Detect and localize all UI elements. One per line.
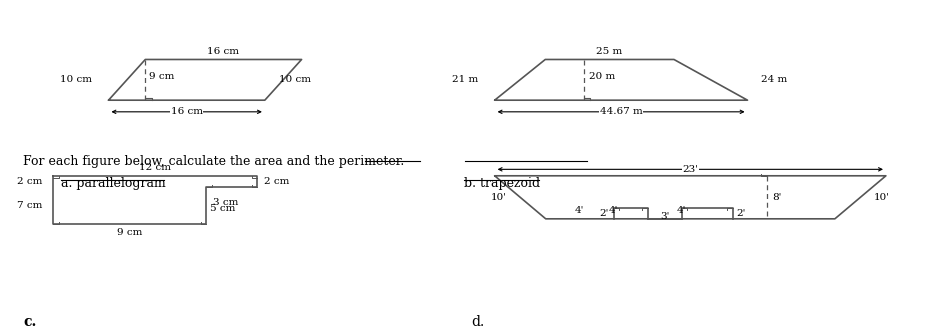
Text: 4': 4' — [609, 206, 619, 215]
Text: 10 cm: 10 cm — [278, 75, 311, 84]
Text: 23': 23' — [683, 165, 698, 174]
Text: 16 cm: 16 cm — [207, 47, 240, 56]
Text: 9 cm: 9 cm — [117, 228, 142, 237]
Text: 2': 2' — [598, 209, 609, 218]
Text: 7 cm: 7 cm — [17, 201, 43, 210]
Text: 12 cm: 12 cm — [140, 163, 171, 172]
Text: 16 cm: 16 cm — [171, 107, 203, 116]
Text: a. parallelogram: a. parallelogram — [61, 177, 166, 190]
Text: 10 cm: 10 cm — [60, 75, 92, 84]
Text: 2': 2' — [736, 209, 746, 218]
Text: 4': 4' — [677, 206, 686, 215]
Text: For each figure below, calculate the area and the perimeter.: For each figure below, calculate the are… — [23, 155, 404, 168]
Text: 4': 4' — [575, 206, 585, 215]
Text: 44.67 m: 44.67 m — [599, 107, 643, 116]
Text: 24 m: 24 m — [761, 75, 787, 84]
Text: 10': 10' — [874, 193, 890, 202]
Text: 20 m: 20 m — [589, 72, 616, 81]
Text: 2 cm: 2 cm — [264, 177, 290, 186]
Text: 21 m: 21 m — [452, 75, 478, 84]
Text: 25 m: 25 m — [597, 47, 623, 56]
Text: c.: c. — [23, 315, 36, 329]
Text: 8': 8' — [772, 193, 782, 202]
Text: b. trapezoid: b. trapezoid — [464, 177, 540, 190]
Text: 3 cm: 3 cm — [213, 198, 239, 207]
Text: 2 cm: 2 cm — [17, 177, 43, 186]
Text: d.: d. — [472, 315, 485, 329]
Text: 5 cm: 5 cm — [210, 204, 236, 213]
Text: 10': 10' — [490, 193, 506, 202]
Text: 9 cm: 9 cm — [149, 72, 174, 82]
Text: 3': 3' — [660, 211, 670, 220]
